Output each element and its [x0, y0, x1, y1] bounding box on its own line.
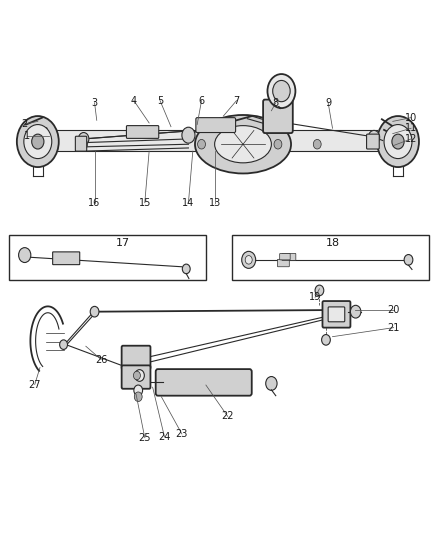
FancyBboxPatch shape	[280, 254, 290, 260]
FancyBboxPatch shape	[127, 126, 159, 139]
FancyBboxPatch shape	[367, 134, 379, 149]
Circle shape	[134, 385, 143, 395]
Circle shape	[273, 80, 290, 102]
Bar	[57, 130, 377, 151]
Circle shape	[134, 371, 141, 379]
Circle shape	[392, 134, 404, 149]
FancyBboxPatch shape	[75, 136, 87, 151]
Text: 3: 3	[92, 98, 98, 108]
Circle shape	[313, 140, 321, 149]
Text: 11: 11	[405, 123, 417, 133]
Circle shape	[384, 125, 412, 159]
Text: 2: 2	[21, 119, 28, 129]
FancyBboxPatch shape	[263, 100, 293, 133]
FancyBboxPatch shape	[282, 254, 296, 261]
Text: 23: 23	[176, 429, 188, 439]
Text: 17: 17	[116, 238, 130, 248]
Text: 22: 22	[222, 411, 234, 422]
FancyBboxPatch shape	[278, 260, 289, 266]
Text: 27: 27	[28, 379, 41, 390]
Circle shape	[266, 376, 277, 390]
Circle shape	[245, 256, 252, 264]
Text: 8: 8	[273, 98, 279, 108]
Circle shape	[134, 392, 142, 401]
Text: 5: 5	[157, 95, 163, 106]
Circle shape	[17, 116, 59, 167]
Text: 21: 21	[388, 322, 400, 333]
FancyBboxPatch shape	[328, 307, 345, 322]
Circle shape	[24, 125, 52, 159]
Text: 14: 14	[182, 198, 194, 208]
Text: 6: 6	[198, 95, 205, 106]
Ellipse shape	[195, 115, 291, 173]
Circle shape	[268, 74, 295, 108]
Text: 9: 9	[325, 98, 331, 108]
Text: 12: 12	[405, 134, 417, 144]
Circle shape	[90, 306, 99, 317]
Bar	[10, 235, 206, 280]
Text: 18: 18	[325, 238, 339, 248]
Circle shape	[274, 140, 282, 149]
Text: 13: 13	[208, 198, 221, 208]
Bar	[232, 235, 428, 280]
FancyBboxPatch shape	[122, 346, 150, 369]
Text: 7: 7	[233, 95, 240, 106]
Circle shape	[377, 116, 419, 167]
FancyBboxPatch shape	[322, 301, 350, 328]
Text: 15: 15	[138, 198, 151, 208]
Text: 25: 25	[138, 433, 151, 443]
Circle shape	[368, 131, 380, 144]
Text: 26: 26	[95, 354, 107, 365]
Text: 4: 4	[131, 95, 137, 106]
FancyBboxPatch shape	[122, 366, 150, 389]
Text: 19: 19	[309, 292, 321, 302]
Circle shape	[135, 369, 145, 381]
FancyBboxPatch shape	[53, 252, 80, 265]
Text: 1: 1	[24, 131, 30, 141]
Circle shape	[198, 140, 205, 149]
Circle shape	[242, 252, 256, 268]
Text: 20: 20	[388, 305, 400, 315]
Text: 10: 10	[405, 112, 417, 123]
FancyBboxPatch shape	[155, 369, 252, 395]
Circle shape	[80, 140, 88, 149]
Circle shape	[315, 285, 324, 296]
Text: 16: 16	[88, 198, 101, 208]
Ellipse shape	[215, 126, 272, 163]
Circle shape	[182, 264, 190, 273]
Circle shape	[350, 305, 361, 318]
Circle shape	[321, 335, 330, 345]
Circle shape	[60, 340, 67, 350]
Circle shape	[18, 248, 31, 263]
Circle shape	[78, 133, 89, 146]
Circle shape	[32, 134, 44, 149]
FancyBboxPatch shape	[196, 118, 236, 133]
Text: 24: 24	[158, 432, 171, 442]
Circle shape	[182, 127, 195, 143]
Circle shape	[404, 255, 413, 265]
